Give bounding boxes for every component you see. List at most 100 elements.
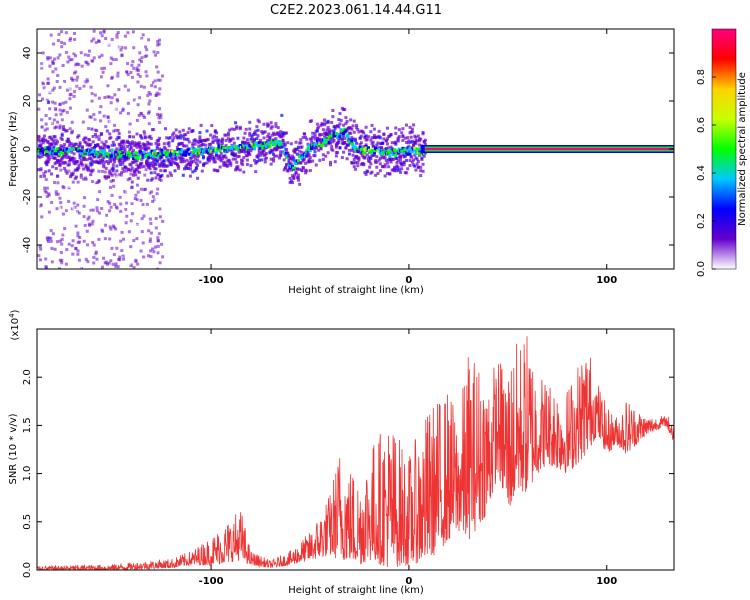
heatmap-cell	[213, 138, 217, 142]
heatmap-cell	[114, 231, 118, 235]
heatmap-cell	[197, 154, 201, 158]
heatmap-cell	[61, 63, 65, 67]
heatmap-cell	[102, 163, 106, 167]
heatmap-cell	[64, 100, 68, 104]
heatmap-cell	[55, 240, 59, 244]
heatmap-cell	[283, 143, 287, 147]
heatmap-cell	[90, 150, 95, 154]
snr-xtick-label: 100	[596, 576, 617, 587]
heatmap-cell	[332, 139, 336, 143]
heatmap-cell	[264, 145, 269, 149]
heatmap-cell	[140, 38, 144, 42]
heatmap-cell	[351, 124, 355, 128]
heatmap-cell	[389, 160, 393, 164]
heatmap-cell	[109, 159, 113, 163]
heatmap-cell	[419, 174, 423, 178]
heatmap-cell	[285, 131, 289, 135]
heatmap-cell	[104, 248, 108, 252]
heatmap-cell	[321, 153, 325, 157]
heatmap-cell	[49, 229, 53, 233]
heatmap-cell	[99, 161, 103, 165]
heatmap-cell	[97, 96, 101, 100]
heatmap-cell	[171, 133, 175, 137]
heatmap-cell	[136, 103, 140, 107]
heatmap-cell	[121, 209, 125, 213]
heatmap-cell	[325, 131, 329, 135]
heatmap-cell	[416, 165, 420, 169]
heatmap-cell	[109, 205, 113, 209]
heatmap-cell	[378, 136, 382, 140]
heatmap-cell	[127, 130, 131, 134]
heatmap-cell	[261, 152, 265, 156]
heatmap-cell	[293, 159, 297, 163]
heatmap-cell	[389, 133, 393, 137]
heatmap-cell	[90, 132, 94, 136]
heatmap-cell	[90, 99, 94, 103]
heatmap-cell	[152, 250, 156, 254]
heatmap-cell	[381, 141, 385, 145]
heatmap-cell	[89, 142, 93, 146]
heatmap-cell	[135, 118, 139, 122]
heatmap-cell	[313, 150, 317, 154]
heatmap-cell	[391, 153, 395, 157]
heatmap-cell	[364, 134, 368, 138]
heatmap-cell	[129, 172, 133, 176]
heatmap-cell	[155, 91, 159, 95]
heatmap-cell	[152, 200, 156, 204]
heatmap-cell	[88, 81, 92, 85]
heatmap-cell	[331, 115, 335, 119]
heatmap-cell	[418, 143, 422, 147]
heatmap-cell	[78, 266, 82, 269]
heatmap-cell	[74, 70, 78, 74]
heatmap-cell	[99, 203, 103, 207]
heatmap-cell	[143, 115, 147, 119]
heatmap-cell	[143, 54, 147, 58]
heatmap-cell	[84, 163, 88, 167]
heatmap-cell	[272, 157, 276, 161]
colorbar-frame	[711, 28, 737, 270]
heatmap-cell	[364, 143, 368, 147]
heatmap-cell	[70, 76, 74, 80]
heatmap-cell	[181, 128, 185, 132]
heatmap-cell	[180, 142, 184, 146]
heatmap-cell	[349, 118, 353, 122]
heatmap-cell	[81, 120, 85, 124]
heatmap-cell	[400, 163, 404, 167]
heatmap-cell	[125, 169, 129, 173]
heatmap-cell	[74, 224, 78, 228]
heatmap-cell	[353, 137, 357, 141]
heatmap-cell	[159, 169, 163, 173]
heatmap-cell	[289, 142, 293, 146]
heatmap-cell	[381, 165, 385, 169]
heatmap-cell	[127, 150, 131, 154]
heatmap-cell	[85, 124, 89, 128]
heatmap-cell	[68, 106, 72, 110]
heatmap-cell	[48, 56, 52, 60]
heatmap-cell	[74, 50, 78, 54]
heatmap-cell	[61, 151, 65, 155]
heatmap-cell	[154, 53, 158, 57]
heatmap-cell	[346, 143, 350, 147]
heatmap-cell	[177, 166, 181, 170]
heatmap-cell	[136, 157, 140, 161]
heatmap-cell	[38, 139, 42, 143]
heatmap-cell	[119, 209, 123, 213]
heatmap-cell	[230, 149, 234, 153]
heatmap-cell	[149, 255, 153, 259]
heatmap-cell	[151, 75, 155, 79]
heatmap-cell	[109, 62, 113, 66]
heatmap-cell	[109, 157, 113, 161]
heatmap-cell	[344, 146, 348, 150]
heatmap-cell	[395, 161, 399, 165]
heatmap-cell	[44, 114, 48, 118]
heatmap-cell	[99, 31, 103, 35]
heatmap-cell	[142, 150, 146, 154]
heatmap-cell	[178, 149, 183, 153]
heatmap-cell	[50, 246, 54, 250]
heatmap-cell	[63, 143, 67, 147]
heatmap-cell	[140, 217, 144, 221]
heatmap-cell	[364, 172, 368, 176]
heatmap-cell	[136, 190, 140, 194]
heatmap-cell	[48, 163, 52, 167]
heatmap-cell	[236, 136, 240, 140]
